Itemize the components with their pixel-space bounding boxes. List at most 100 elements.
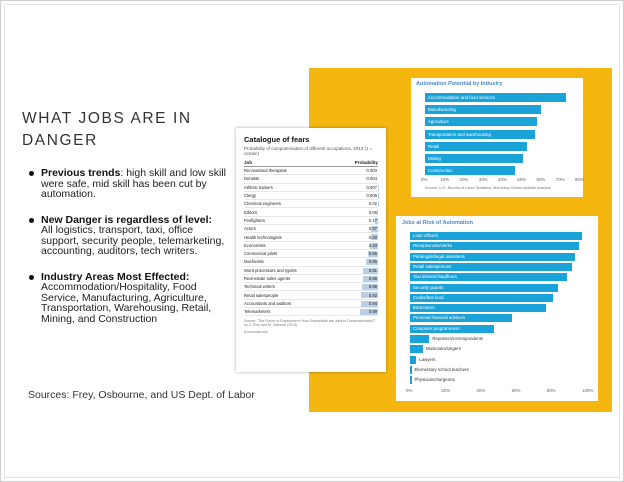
chart-bar — [410, 365, 412, 374]
bar-label: Lawyers — [419, 356, 436, 362]
bar-label: Taxi drivers/chauffeurs — [413, 274, 457, 280]
catalog-probability: 0.003 — [366, 168, 377, 174]
chart-bar — [410, 345, 424, 354]
catalog-row: Economists 0.43 — [244, 242, 378, 250]
catalog-job: Telemarketers — [244, 309, 271, 315]
bar-label: Retail — [428, 143, 440, 149]
catalog-col-probability: Probability — [354, 160, 378, 165]
automation-potential-chart: Automation Potential by Industry Accommo… — [411, 78, 584, 197]
catalog-probability: 0.007 — [366, 184, 377, 190]
chart-bar: Transportation and warehousing — [425, 129, 535, 139]
probability-bar — [374, 217, 378, 224]
x-tick-label: 20% — [459, 177, 469, 182]
bar-label: Mining — [428, 156, 441, 161]
catalog-row: Recreational therapists 0.003 — [244, 167, 378, 176]
bullet-previous-trends: Previous trends: high skill and low skil… — [28, 168, 228, 200]
chart-bar: Mining — [425, 154, 524, 163]
catalog-row: Machinists 0.65 — [244, 258, 378, 267]
catalog-job: Firefighters — [244, 217, 265, 223]
x-tick-label: 30% — [478, 177, 488, 182]
catalog-row: Actors 0.37 — [244, 225, 378, 234]
catalog-row: Editors 0.06 — [244, 208, 378, 217]
bar-label: Retail salespersons — [413, 263, 452, 269]
jobs-at-risk-chart: Jobs at Risk of Automation Loan officers… — [396, 216, 598, 401]
bullet-list: Previous trends: high skill and low skil… — [28, 168, 228, 339]
chart-bar: Receptionists/clerks — [410, 242, 579, 251]
catalog-probability: 0.17 — [368, 217, 377, 223]
catalog-probability: 0.004 — [366, 176, 377, 182]
x-tick-label: 80% — [546, 388, 556, 393]
probability-bar — [361, 300, 378, 307]
x-tick-label: 40% — [498, 177, 507, 182]
catalog-probability: 0.40 — [368, 234, 377, 240]
catalog-probability: 0.65 — [368, 259, 377, 265]
bullet-industry-areas: Industry Areas Most Effected: Accommodat… — [28, 271, 228, 325]
chart-bar: Cooks/fast food — [410, 293, 553, 302]
catalog-row: Word processors and typists 0.81 — [244, 267, 378, 275]
chart-bar: Security guards — [410, 283, 558, 292]
bar-label: Receptionists/clerks — [413, 243, 453, 249]
catalog-row: Accountants and auditors 0.94 — [244, 300, 378, 309]
bar-label: Physicians/surgeons — [414, 377, 455, 383]
x-tick-label: 50% — [517, 177, 527, 182]
catalog-job: Retail salespeople — [244, 292, 279, 298]
probability-bar — [370, 242, 378, 249]
bullet-text: All logistics, transport, taxi, office s… — [41, 224, 225, 257]
catalog-row: Retail salespeople 0.92 — [244, 291, 378, 300]
catalog-probability: 0.94 — [368, 300, 377, 306]
catalog-col-job: Job — [244, 160, 253, 165]
catalog-job: Accountants and auditors — [244, 300, 292, 306]
catalog-probability: 0.008 — [366, 193, 377, 199]
probability-bar — [362, 275, 378, 282]
catalog-job: Recreational therapists — [244, 168, 287, 174]
x-tick-label: 60% — [536, 177, 546, 182]
catalogue-of-fears-table: Catalogue of fears Probability of comput… — [236, 128, 386, 372]
bar-label: Manufacturing — [428, 107, 456, 113]
probability-bar — [361, 284, 378, 291]
chart-bar: Manufacturing — [425, 105, 541, 115]
x-tick-label: 0% — [406, 388, 413, 393]
catalog-probability: 0.43 — [368, 242, 377, 248]
x-tick-label: 10% — [440, 177, 450, 182]
catalog-job: Health technologists — [244, 234, 282, 240]
probability-bar — [370, 234, 378, 241]
chart-bar — [410, 355, 417, 364]
catalog-header-row: Job Probability — [244, 160, 378, 167]
catalog-job: Technical writers — [244, 284, 275, 290]
catalog-probability: 0.37 — [368, 226, 377, 232]
catalog-footnote: Source: "The Future of Employment: How S… — [244, 319, 376, 328]
catalog-job: Commercial pilots — [244, 251, 278, 257]
chart-bar: Retail salespersons — [410, 262, 572, 271]
bar-label: Transportation and warehousing — [428, 131, 491, 137]
catalog-probability: 0.99 — [368, 309, 377, 315]
x-tick-label: 60% — [511, 388, 521, 393]
probability-bar — [376, 209, 378, 216]
catalog-job: Machinists — [244, 259, 264, 265]
chart-bar: Paralegals/legal assistants — [410, 252, 576, 261]
catalog-subtitle: Probability of computerisation of differ… — [244, 146, 373, 156]
bar-label: Bartenders — [413, 305, 435, 311]
bar-label: Personal financial advisors — [413, 315, 466, 321]
chart-bar: Loan officers — [410, 232, 583, 240]
chart-bar: Construction — [425, 166, 516, 176]
catalog-job: Clergy — [244, 193, 257, 199]
catalog-row: Dentists 0.004 — [244, 175, 378, 184]
bullet-dot — [29, 274, 34, 280]
catalog-job: Dentists — [244, 176, 260, 182]
catalog-probability: 0.86 — [368, 276, 377, 281]
catalog-row: Health technologists 0.40 — [244, 233, 378, 242]
catalog-row: Firefighters 0.17 — [244, 217, 378, 226]
slide-inner-frame — [4, 4, 620, 478]
catalog-probability: 0.89 — [368, 284, 377, 290]
chart-bar: Personal financial advisors — [410, 314, 513, 323]
catalog-row: Athletic trainers 0.007 — [244, 184, 378, 192]
probability-bar — [363, 267, 378, 274]
probability-bar — [366, 259, 378, 266]
bar-label: Elementary school teachers — [414, 366, 469, 372]
bar-label: Security guards — [413, 284, 444, 290]
probability-bar — [361, 292, 378, 299]
chart-bar: Computer programmers — [410, 324, 495, 333]
catalog-job: Real-estate sales agents — [244, 276, 291, 281]
catalog-probability: 0.92 — [368, 292, 377, 298]
catalog-brand: Economist.com — [244, 330, 268, 335]
